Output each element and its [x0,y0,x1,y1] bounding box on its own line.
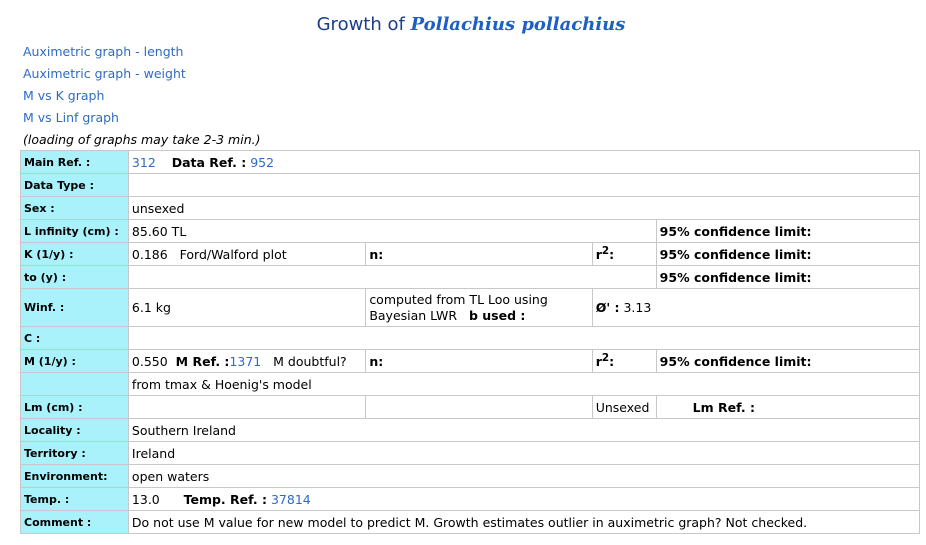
sex-value: unsexed [127,196,921,220]
m-r2-label: r2: [591,349,657,373]
loading-note: (loading of graphs may take 2-3 min.) [23,132,261,147]
data-ref-link[interactable]: 952 [250,154,275,170]
linf-value: 85.60 TL [127,219,657,243]
to-value [127,265,657,289]
row-m-method: from tmax & Hoenig's model [20,372,921,396]
label-m: M (1/y) : [20,349,129,373]
row-c: C : [20,326,921,350]
row-lm: Lm (cm) : Unsexed Lm Ref. : [20,395,921,419]
phi-cell: Ø' : 3.13 [591,288,921,327]
m-conf-label: 95% confidence limit: [655,349,921,373]
m-n-label: n: [365,349,593,373]
lm-ref-label: Lm Ref. : [655,395,921,419]
label-comment: Comment : [20,510,129,534]
page-title: Growth of Pollachius pollachius [0,14,926,35]
label-lm: Lm (cm) : [20,395,129,419]
label-territory: Territory : [20,441,129,465]
graph-links: Auximetric graph - length Auximetric gra… [23,41,260,151]
label-linf: L infinity (cm) : [20,219,129,243]
label-environment: Environment: [20,464,129,488]
title-prefix: Growth of [316,14,405,35]
label-winf: Winf. : [20,288,129,327]
linf-conf-label: 95% confidence limit: [655,219,921,243]
b-used-label: b used : [468,307,526,323]
row-main-ref: Main Ref. : 312 Data Ref. : 952 [20,150,921,174]
k-r2-label: r2: [591,242,657,266]
label-c: C : [20,326,129,350]
locality-value: Southern Ireland [127,418,921,442]
k-conf-label: 95% confidence limit: [655,242,921,266]
lm-value [127,395,367,419]
label-sex: Sex : [20,196,129,220]
row-winf: Winf. : 6.1 kg computed from TL Loo usin… [20,288,921,327]
label-k: K (1/y) : [20,242,129,266]
main-ref-cell: 312 Data Ref. : 952 [127,150,921,174]
to-conf-label: 95% confidence limit: [655,265,921,289]
label-to: to (y) : [20,265,129,289]
c-value [127,326,921,350]
winf-note: computed from TL Loo using Bayesian LWR [369,291,548,323]
phi-label: Ø' : [595,300,620,315]
label-locality: Locality : [20,418,129,442]
row-k: K (1/y) : 0.186 Ford/Walford plot n: r2:… [20,242,921,266]
link-auximetric-weight[interactable]: Auximetric graph - weight [23,66,186,81]
row-comment: Comment : Do not use M value for new mod… [20,510,921,534]
row-locality: Locality : Southern Ireland [20,418,921,442]
m-cell: 0.550 M Ref. :1371 M doubtful? [127,349,367,373]
link-m-vs-linf[interactable]: M vs Linf graph [23,110,119,125]
m-ref-label: M Ref. : [175,353,230,369]
k-value: 0.186 [131,246,168,262]
environment-value: open waters [127,464,921,488]
row-to: to (y) : 95% confidence limit: [20,265,921,289]
k-cell: 0.186 Ford/Walford plot [127,242,367,266]
row-environment: Environment: open waters [20,464,921,488]
m-ref-link[interactable]: 1371 [229,353,262,369]
label-main-ref: Main Ref. : [20,150,129,174]
row-territory: Territory : Ireland [20,441,921,465]
label-data-type: Data Type : [20,173,129,197]
row-sex: Sex : unsexed [20,196,921,220]
data-type-value [127,173,921,197]
m-doubtful-label: M doubtful? [273,353,347,369]
row-temp: Temp. : 13.0 Temp. Ref. : 37814 [20,487,921,511]
temp-cell: 13.0 Temp. Ref. : 37814 [127,487,921,511]
label-data-ref: Data Ref. : [171,154,247,170]
link-m-vs-k[interactable]: M vs K graph [23,88,105,103]
temp-ref-link[interactable]: 37814 [270,491,311,507]
temp-ref-label: Temp. Ref. : [183,491,267,507]
label-temp: Temp. : [20,487,129,511]
m-method: from tmax & Hoenig's model [127,372,921,396]
k-method: Ford/Walford plot [179,246,287,262]
winf-value: 6.1 kg [127,288,367,327]
territory-value: Ireland [127,441,921,465]
growth-table: Main Ref. : 312 Data Ref. : 952 Data Typ… [20,150,921,534]
k-n-label: n: [365,242,593,266]
row-data-type: Data Type : [20,173,921,197]
phi-value: 3.13 [623,300,652,315]
lm-sex: Unsexed [591,395,657,419]
link-auximetric-length[interactable]: Auximetric graph - length [23,44,184,59]
temp-value: 13.0 [131,491,160,507]
row-linf: L infinity (cm) : 85.60 TL 95% confidenc… [20,219,921,243]
species-name: Pollachius pollachius [410,14,626,35]
row-m: M (1/y) : 0.550 M Ref. :1371 M doubtful?… [20,349,921,373]
main-ref-link[interactable]: 312 [131,154,156,170]
lm-blank [365,395,593,419]
winf-note-cell: computed from TL Loo using Bayesian LWR … [365,288,593,327]
comment-value: Do not use M value for new model to pred… [127,510,921,534]
label-m-method-blank [20,372,129,396]
m-value: 0.550 [131,353,168,369]
